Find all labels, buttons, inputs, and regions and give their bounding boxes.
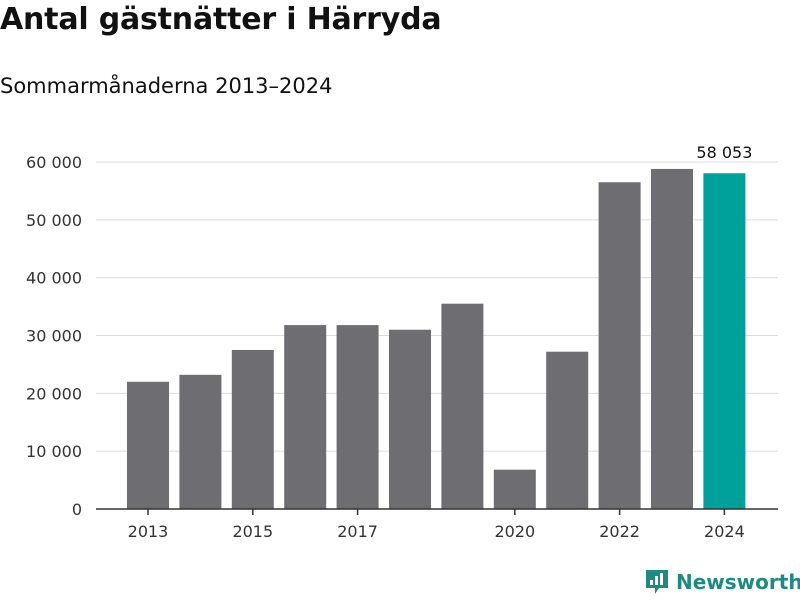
y-tick-label: 60 000 bbox=[26, 153, 82, 172]
y-tick-label: 30 000 bbox=[26, 327, 82, 346]
y-tick-label: 10 000 bbox=[26, 442, 82, 461]
newsworthy-logo-icon bbox=[646, 570, 668, 594]
x-tick-label: 2015 bbox=[232, 522, 273, 541]
bar-2022 bbox=[598, 182, 641, 509]
bar-2016 bbox=[284, 325, 327, 509]
bar-2019 bbox=[441, 303, 484, 509]
y-tick-label: 20 000 bbox=[26, 384, 82, 403]
bar-2015 bbox=[231, 349, 274, 509]
bar-2024 bbox=[703, 173, 746, 510]
x-tick-label: 2017 bbox=[337, 522, 378, 541]
y-tick-label: 40 000 bbox=[26, 269, 82, 288]
bar-2018 bbox=[389, 329, 431, 509]
data-label: 58 053 bbox=[696, 143, 752, 162]
bar-2020 bbox=[493, 469, 536, 509]
bar-2017 bbox=[336, 325, 379, 509]
bar-2013 bbox=[127, 381, 169, 509]
chart-subtitle: Sommarmånaderna 2013–2024 bbox=[0, 74, 333, 98]
bar-2023 bbox=[651, 168, 693, 509]
x-tick-label: 2020 bbox=[494, 522, 535, 541]
brand: Newsworthy bbox=[644, 568, 800, 596]
y-tick-label: 50 000 bbox=[26, 211, 82, 230]
x-tick-label: 2013 bbox=[128, 522, 169, 541]
chart-title: Antal gästnätter i Härryda bbox=[0, 2, 442, 37]
x-tick-label: 2022 bbox=[599, 522, 640, 541]
bar-2021 bbox=[546, 351, 589, 509]
bar-2014 bbox=[179, 374, 222, 509]
brand-name: Newsworthy bbox=[676, 570, 800, 594]
y-tick-label: 0 bbox=[72, 500, 82, 519]
x-tick-label: 2024 bbox=[704, 522, 745, 541]
